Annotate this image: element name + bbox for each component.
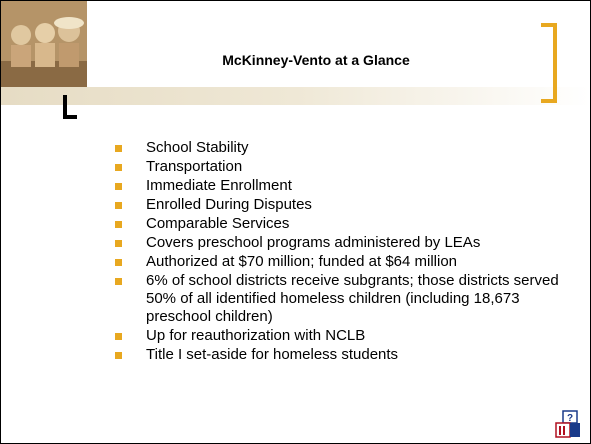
- bullet-item: Comparable Services: [113, 215, 563, 233]
- svg-text:?: ?: [567, 413, 573, 424]
- slide-title: McKinney-Vento at a Glance: [222, 52, 410, 68]
- bullet-item: Authorized at $70 million; funded at $64…: [113, 253, 563, 271]
- bullet-item: Enrolled During Disputes: [113, 196, 563, 214]
- bullet-item: 6% of school districts receive subgrants…: [113, 272, 563, 326]
- bullet-list: School Stability Transportation Immediate …: [113, 139, 563, 365]
- bullet-item: Immediate Enrollment: [113, 177, 563, 195]
- bullet-item: Up for reauthorization with NCLB: [113, 327, 563, 345]
- bullet-item: Covers preschool programs administered b…: [113, 234, 563, 252]
- header-band: [1, 87, 590, 105]
- photo: [1, 1, 87, 87]
- bullet-item: School Stability: [113, 139, 563, 157]
- orange-bracket: [541, 23, 557, 103]
- black-bracket: [63, 95, 77, 119]
- bullet-item: Transportation: [113, 158, 563, 176]
- logo: ?: [555, 410, 580, 438]
- bullet-item: Title I set-aside for homeless students: [113, 346, 563, 364]
